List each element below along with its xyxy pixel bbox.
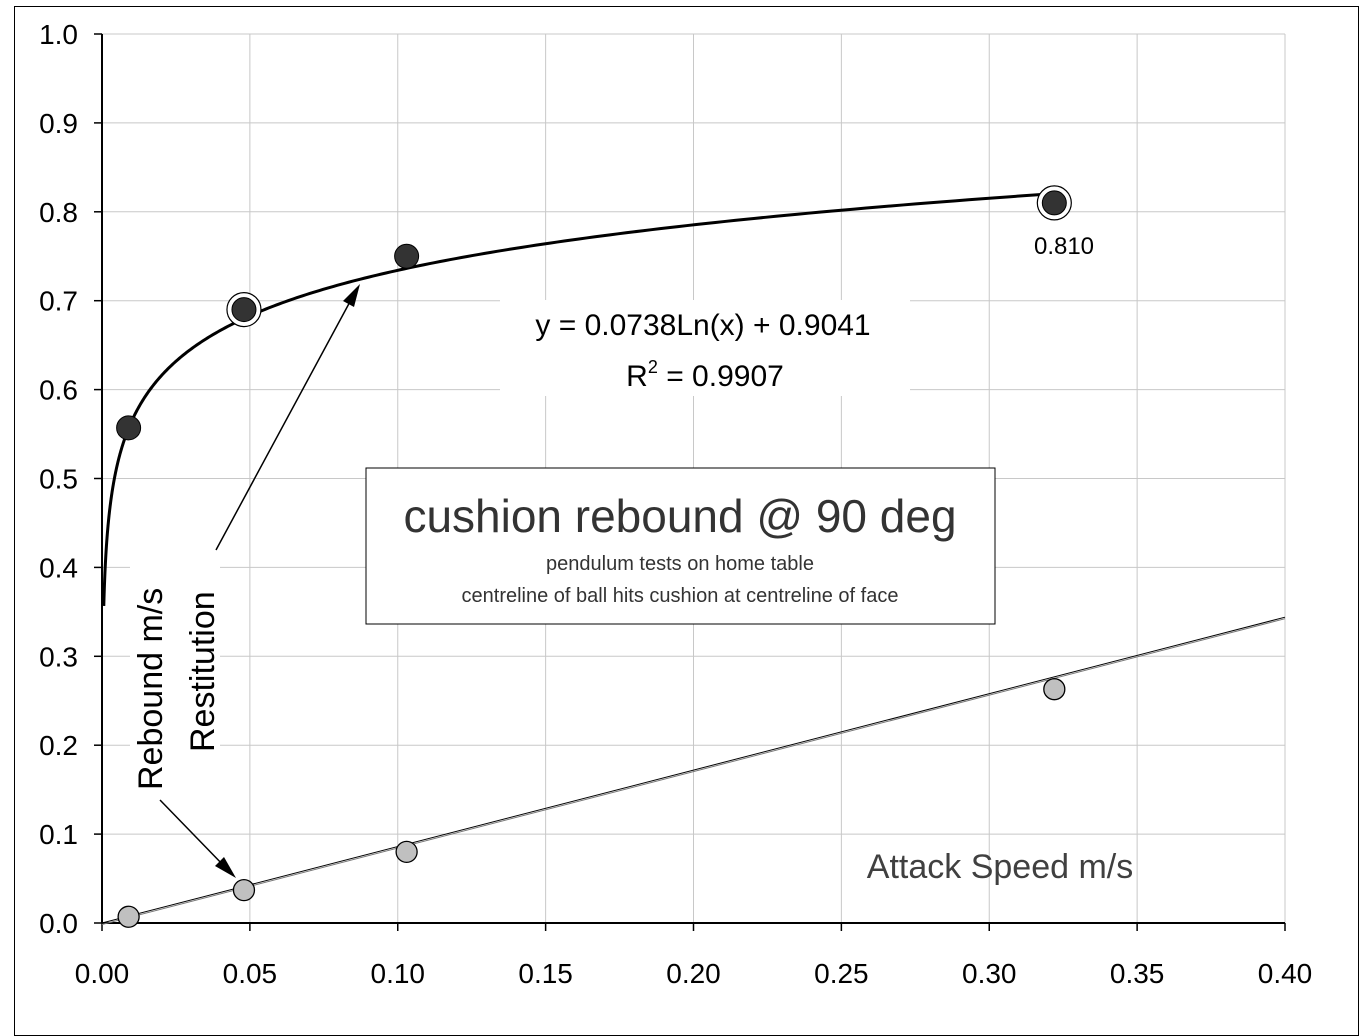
axes	[94, 33, 1286, 931]
restitution-point	[1041, 190, 1067, 216]
x-tick-label: 0.05	[223, 958, 278, 989]
x-tick-label: 0.30	[962, 958, 1017, 989]
x-tick-label: 0.35	[1110, 958, 1165, 989]
rebound-linear-trendline	[101, 616, 1286, 924]
y-tick-label: 0.0	[39, 908, 78, 939]
x-tick-label: 0.10	[371, 958, 426, 989]
equation-box	[500, 300, 910, 396]
y-tick-label: 1.0	[39, 19, 78, 50]
chart-subtitle-line-1: pendulum tests on home table	[546, 553, 814, 575]
x-axis-label: Attack Speed m/s	[867, 848, 1133, 886]
point-value-label: 0.810	[1034, 233, 1094, 260]
restitution-log-trendline	[102, 192, 1055, 607]
rebound-point	[117, 905, 140, 928]
rebound-point	[232, 878, 256, 902]
y-axis-label-restitution: Restitution	[184, 591, 222, 752]
rebound-point	[1043, 678, 1066, 701]
x-tick-label: 0.25	[814, 958, 869, 989]
y-tick-label: 0.2	[39, 730, 78, 761]
x-tick-label: 0.40	[1258, 958, 1313, 989]
restitution-arrowhead	[343, 284, 360, 307]
x-tick-label: 0.00	[75, 958, 130, 989]
annotation-arrows	[159, 284, 360, 878]
chart-canvas: 0.00 0.05 0.10 0.15 0.20 0.25 0.30 0.35 0.40 0.0…	[39, 19, 1313, 989]
y-tick-label: 0.1	[39, 819, 78, 850]
x-tick-label: 0.15	[518, 958, 573, 989]
restitution-point	[116, 415, 142, 441]
data-points	[116, 185, 1072, 928]
y-tick-label: 0.5	[39, 464, 78, 495]
y-tick-label: 0.9	[39, 108, 78, 139]
y-axis-label-background	[130, 540, 220, 792]
y-tick-label: 0.4	[39, 552, 78, 583]
y-tick-label: 0.3	[39, 641, 78, 672]
y-tick-label: 0.6	[39, 375, 78, 406]
restitution-point	[394, 243, 420, 269]
y-tick-label: 0.7	[39, 286, 78, 317]
restitution-arrow-line	[215, 297, 353, 551]
rebound-point	[395, 840, 418, 864]
rebound-arrowhead	[215, 857, 236, 878]
y-tick-labels: 0.0 0.1 0.2 0.3 0.4 0.5 0.6 0.7 0.8 0.9 1.0	[39, 19, 78, 939]
chart-subtitle-line-2: centreline of ball hits cushion at centr…	[462, 585, 899, 607]
trendline-r-squared: R2 = 0.9907	[626, 357, 784, 393]
rebound-arrow-line	[159, 799, 227, 869]
chart-title: cushion rebound @ 90 deg	[403, 490, 956, 542]
title-box	[365, 467, 996, 625]
rebound-linear-trendline-shadow	[101, 618, 1286, 925]
x-tick-label: 0.20	[666, 958, 721, 989]
trendlines	[101, 192, 1286, 925]
x-tick-labels: 0.00 0.05 0.10 0.15 0.20 0.25 0.30 0.35 0.40	[75, 958, 1313, 989]
trendline-equation: y = 0.0738Ln(x) + 0.9041	[535, 309, 870, 342]
y-axis-label-rebound: Rebound m/s	[132, 588, 170, 790]
restitution-point	[231, 297, 257, 323]
y-tick-label: 0.8	[39, 197, 78, 228]
